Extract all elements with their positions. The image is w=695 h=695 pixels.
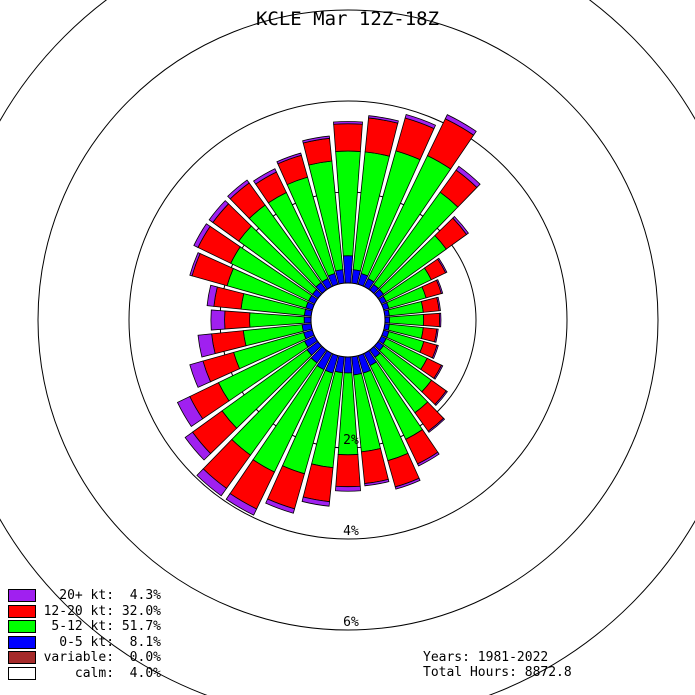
legend-item-variable: variable: 0.0% [8,650,161,665]
bar-30deg-20pluskt [444,114,477,136]
bar-270deg-0-5kt [303,316,312,324]
legend-swatch-calm [8,666,36,680]
ring-label-6pct: 6% [343,615,359,630]
bar-220deg-20pluskt [196,468,228,497]
legend-swatch-0-5 [8,635,36,649]
bar-120deg-20pluskt [433,364,444,380]
bar-90deg-0-5kt [384,316,390,324]
info-block: Years: 1981-2022 Total Hours: 8872.8 [423,650,572,680]
bar-100deg-12-20kt [420,327,438,343]
legend-label-12-20: 12-20 kt: 32.0% [43,603,161,619]
bar-40deg-20pluskt [455,165,481,189]
years-text: Years: 1981-2022 [423,650,549,665]
legend-label-5-12: 5-12 kt: 51.7% [43,619,161,634]
bar-230deg-20pluskt [184,431,212,461]
bar-280deg-12-20kt [213,286,245,310]
bar-320deg-20pluskt [227,179,250,200]
bar-90deg-20pluskt [438,312,442,328]
bar-100deg-20pluskt [434,328,439,343]
bar-140deg-20pluskt [427,417,446,433]
legend-item-20plus: 20+ kt: 4.3% [8,588,161,603]
bar-300deg-20pluskt [193,223,211,248]
bar-90deg-12-20kt [423,312,440,328]
bar-0deg-12-20kt [333,123,363,152]
bar-250deg-20pluskt [189,360,212,388]
legend-swatch-5-12 [8,620,36,633]
bar-60deg-20pluskt [437,257,448,274]
bar-90deg-5-12kt [389,314,425,326]
bar-50deg-20pluskt [452,215,469,236]
bar-20deg-20pluskt [404,114,437,130]
bar-210deg-20pluskt [225,493,258,516]
bar-80deg-12-20kt [420,297,440,313]
bar-200deg-20pluskt [265,498,296,514]
bar-0deg-20pluskt [333,121,363,125]
legend-swatch-20plus [8,589,36,602]
bar-340deg-20pluskt [276,152,302,165]
bar-10deg-20pluskt [368,115,399,124]
bar-10deg-12-20kt [364,117,399,157]
bar-190deg-12-20kt [302,463,334,503]
bar-310deg-20pluskt [208,200,230,224]
bar-70deg-20pluskt [436,279,444,295]
bar-170deg-12-20kt [360,448,389,484]
bar-290deg-20pluskt [189,252,201,277]
total-hours-text: Total Hours: 8872.8 [423,665,572,680]
legend-item-12-20: 12-20 kt: 32.0% [8,604,161,619]
ring-4pct [128,100,568,540]
bar-190deg-20pluskt [301,496,330,507]
bar-270deg-12-20kt [224,310,251,330]
legend-swatch-variable [8,651,36,664]
legend-swatch-12-20 [8,604,36,618]
legend-item-5-12: 5-12 kt: 51.7% [8,619,161,634]
bar-280deg-20pluskt [206,284,218,307]
bar-110deg-20pluskt [431,344,439,360]
bar-350deg-20pluskt [302,135,330,144]
legend-label-variable: variable: 0.0% [43,650,161,665]
bar-180deg-20pluskt [335,485,361,492]
ring-label-2pct: 2% [343,433,359,448]
bar-80deg-20pluskt [436,296,441,312]
bar-180deg-12-20kt [335,454,361,488]
bar-260deg-20pluskt [197,333,216,358]
legend-label-20plus: 20+ kt: 4.3% [51,588,161,603]
bar-330deg-20pluskt [252,168,277,185]
bar-160deg-20pluskt [394,477,421,490]
legend-item-0-5: 0-5 kt: 8.1% [8,635,161,650]
ring-label-4pct: 4% [343,524,359,539]
legend-label-calm: calm: 4.0% [43,665,161,681]
bar-170deg-20pluskt [364,478,390,487]
chart-title: KCLE Mar 12Z-18Z [255,8,440,30]
bar-270deg-20pluskt [210,309,226,331]
bar-150deg-20pluskt [417,451,440,467]
bar-0deg-0-5kt [342,255,354,284]
bar-240deg-20pluskt [176,395,204,428]
calm-circle [310,282,386,358]
legend-label-0-5: 0-5 kt: 8.1% [43,634,161,650]
ring-6pct [37,9,659,631]
bar-130deg-20pluskt [434,390,448,406]
legend-item-calm: calm: 4.0% [8,666,161,681]
bar-180deg-0-5kt [343,356,353,374]
legend: 20+ kt: 4.3% 12-20 kt: 32.0% 5-12 kt: 51… [8,588,161,681]
